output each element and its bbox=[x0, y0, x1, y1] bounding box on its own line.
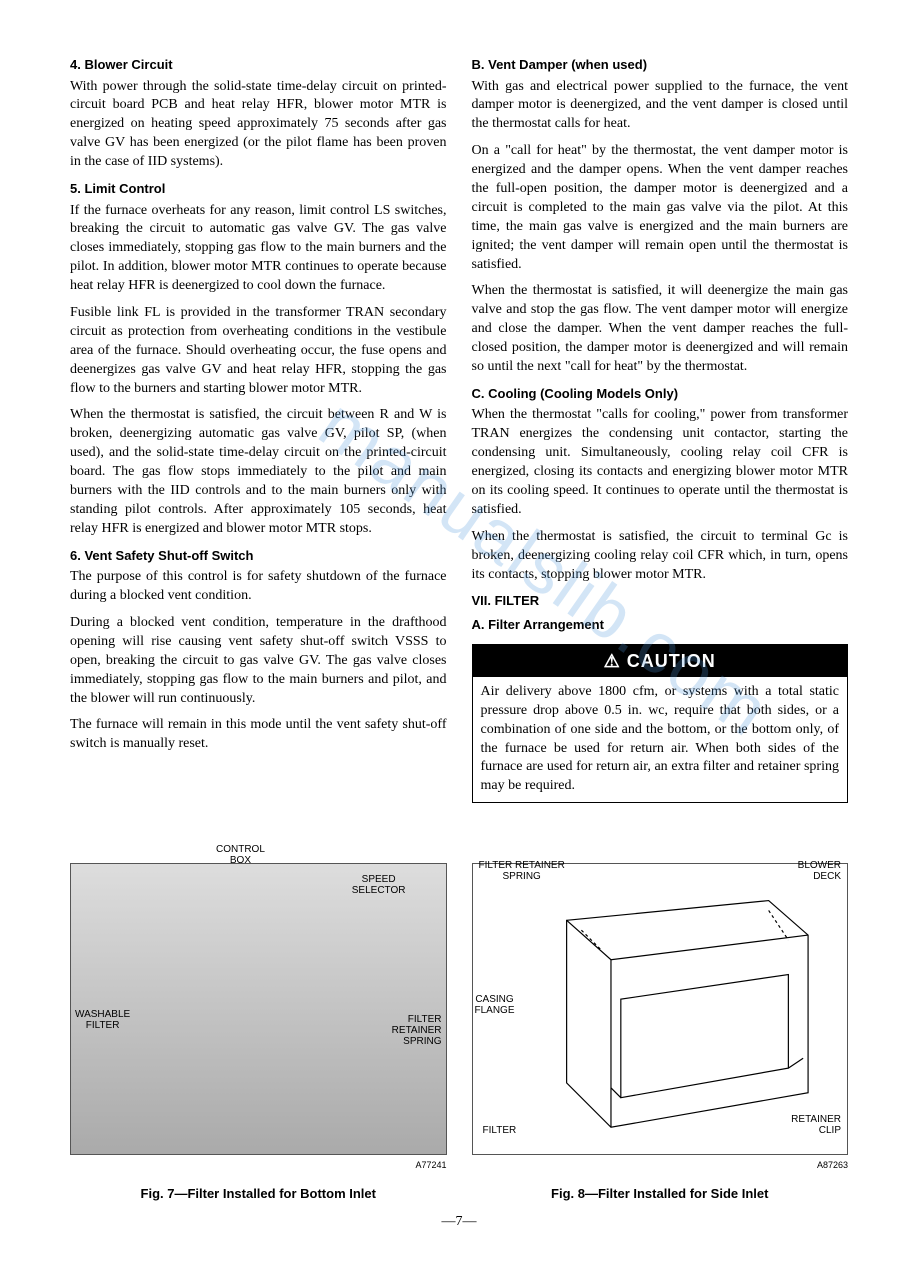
label-blower: BLOWERDECK bbox=[798, 860, 841, 882]
para-Cb: When the thermostat is satisfied, the ci… bbox=[472, 528, 849, 585]
para-6a: The purpose of this control is for safet… bbox=[70, 568, 447, 606]
para-Ca: When the thermostat "calls for cooling,"… bbox=[472, 406, 849, 519]
para-6c: The furnace will remain in this mode unt… bbox=[70, 716, 447, 754]
para-Bc: When the thermostat is satisfied, it wil… bbox=[472, 282, 849, 376]
label-control-box: CONTROLBOX bbox=[216, 844, 265, 866]
para-Bb: On a "call for heat" by the thermostat, … bbox=[472, 142, 849, 274]
figure-8-image: FILTER RETAINERSPRING BLOWERDECK CASINGF… bbox=[472, 863, 849, 1155]
heading-filter-arrangement: A. Filter Arrangement bbox=[472, 616, 849, 634]
label-casing: CASINGFLANGE bbox=[475, 994, 515, 1016]
para-5b: Fusible link FL is provided in the trans… bbox=[70, 304, 447, 398]
label-clip: RETAINERCLIP bbox=[791, 1114, 841, 1136]
heading-vent-damper: B. Vent Damper (when used) bbox=[472, 56, 849, 74]
para-4: With power through the solid-state time-… bbox=[70, 78, 447, 172]
left-column: 4. Blower Circuit With power through the… bbox=[70, 50, 447, 803]
heading-blower-circuit: 4. Blower Circuit bbox=[70, 56, 447, 74]
figures-row: CONTROLBOX SPEEDSELECTOR WASHABLEFILTER … bbox=[70, 863, 848, 1203]
caution-box: ⚠ CAUTION Air delivery above 1800 cfm, o… bbox=[472, 644, 849, 804]
caution-header: ⚠ CAUTION bbox=[473, 645, 848, 677]
label-filter: FILTER bbox=[483, 1125, 517, 1136]
heading-limit-control: 5. Limit Control bbox=[70, 180, 447, 198]
figure-7: CONTROLBOX SPEEDSELECTOR WASHABLEFILTER … bbox=[70, 863, 447, 1203]
figure-7-code: A77241 bbox=[70, 1159, 447, 1171]
label-speed: SPEEDSELECTOR bbox=[352, 874, 406, 896]
label-washable: WASHABLEFILTER bbox=[75, 1009, 130, 1031]
label-retainer: FILTERRETAINERSPRING bbox=[392, 1014, 442, 1047]
para-6b: During a blocked vent condition, tempera… bbox=[70, 614, 447, 708]
para-Ba: With gas and electrical power supplied t… bbox=[472, 78, 849, 135]
figure-8-code: A87263 bbox=[472, 1159, 849, 1171]
figure-8-svg bbox=[473, 864, 848, 1154]
right-column: B. Vent Damper (when used) With gas and … bbox=[472, 50, 849, 803]
figure-7-image: CONTROLBOX SPEEDSELECTOR WASHABLEFILTER … bbox=[70, 863, 447, 1155]
label-spring: FILTER RETAINERSPRING bbox=[479, 860, 565, 882]
text-columns: 4. Blower Circuit With power through the… bbox=[70, 50, 848, 803]
caution-body: Air delivery above 1800 cfm, or systems … bbox=[473, 677, 848, 802]
page-number: —7— bbox=[70, 1213, 848, 1232]
heading-vii-filter: VII. FILTER bbox=[472, 592, 849, 610]
figure-8: FILTER RETAINERSPRING BLOWERDECK CASINGF… bbox=[472, 863, 849, 1203]
heading-cooling: C. Cooling (Cooling Models Only) bbox=[472, 385, 849, 403]
para-5c: When the thermostat is satisfied, the ci… bbox=[70, 406, 447, 538]
heading-vent-safety: 6. Vent Safety Shut-off Switch bbox=[70, 547, 447, 565]
para-5a: If the furnace overheats for any reason,… bbox=[70, 202, 447, 296]
